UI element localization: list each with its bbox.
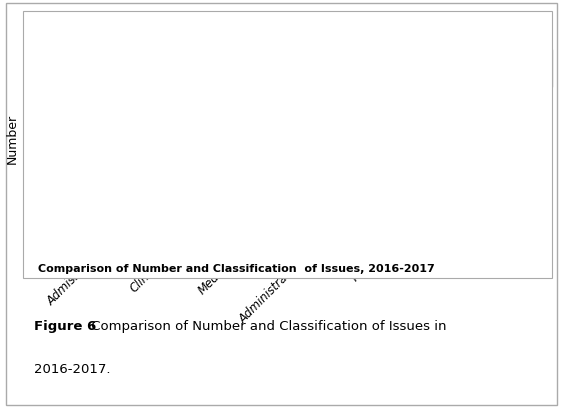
Text: Figure 6: Figure 6 (34, 319, 96, 332)
Bar (78, 45, 116, 146)
Legend: Jan-June 2017, Jan-June 2016: Jan-June 2017, Jan-June 2016 (439, 49, 552, 89)
Bar (148, 231, 186, 245)
Bar (217, 233, 256, 240)
Bar (217, 240, 256, 245)
Bar (357, 189, 395, 221)
Text: Comparison of Number and Classification  of Issues, 2016-2017: Comparison of Number and Classification … (38, 263, 435, 273)
Text: Comparison of Number and Classification of Issues in: Comparison of Number and Classification … (87, 319, 447, 332)
Bar (287, 239, 325, 245)
Bar (148, 209, 186, 231)
Text: 2016-2017.: 2016-2017. (34, 362, 110, 375)
Y-axis label: Number: Number (6, 114, 19, 164)
Bar (357, 221, 395, 245)
Bar (78, 146, 116, 245)
Bar (287, 236, 325, 239)
